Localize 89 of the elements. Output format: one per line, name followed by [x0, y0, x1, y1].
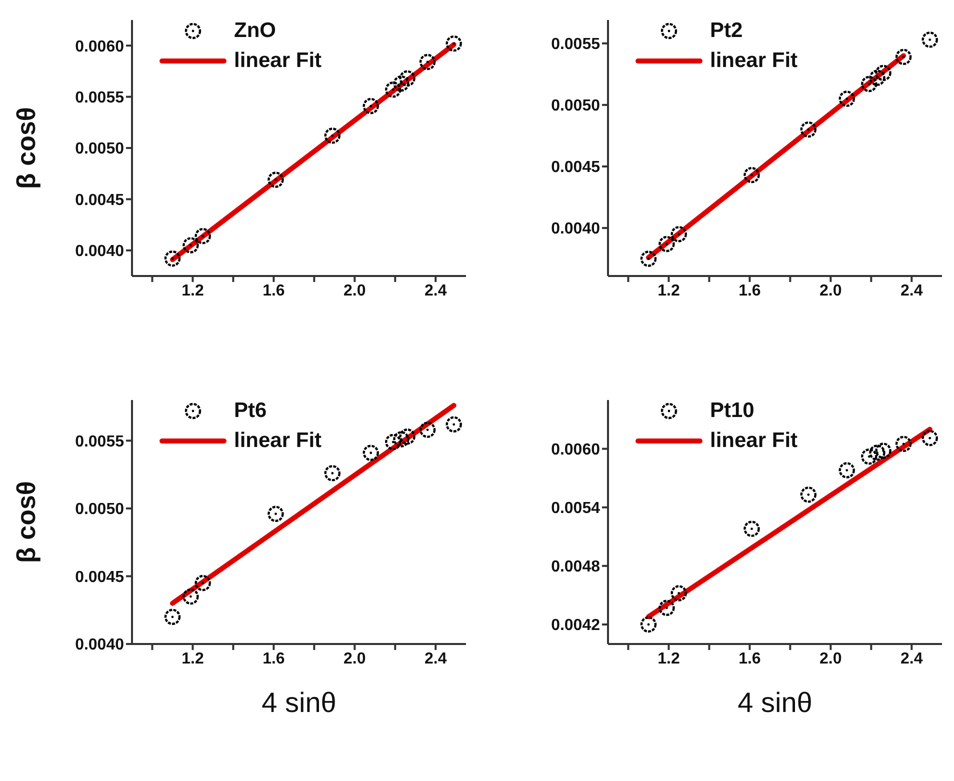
point — [800, 121, 816, 138]
point — [419, 422, 436, 438]
y-tick-label: 0.0060 — [551, 441, 600, 458]
legend-label: linear Fit — [234, 429, 322, 453]
x-axis-title: 4 sinθ — [262, 687, 336, 718]
point — [922, 32, 938, 48]
point — [875, 442, 892, 459]
legend-label: ZnO — [234, 19, 276, 43]
legend-label: Pt10 — [710, 399, 754, 423]
point — [446, 35, 462, 52]
x-tick-label: 1.2 — [182, 282, 204, 300]
x-tick-label: 2.4 — [900, 650, 923, 668]
point — [399, 70, 416, 86]
point — [324, 465, 340, 482]
y-axis-title: β cosθ — [11, 107, 42, 189]
point — [670, 585, 687, 602]
x-tick-label: 1.2 — [658, 650, 680, 668]
point — [182, 237, 199, 254]
legend-label: linear Fit — [234, 49, 322, 73]
x-tick-label: 1.2 — [658, 282, 680, 300]
x-tick-label: 1.6 — [738, 650, 761, 668]
point — [869, 70, 886, 86]
point — [399, 428, 416, 445]
x-axis-title: 4 sinθ — [738, 687, 812, 718]
point — [744, 166, 760, 184]
y-tick-label: 0.0040 — [75, 636, 124, 654]
point — [922, 430, 938, 446]
point — [800, 486, 816, 503]
point — [324, 128, 340, 144]
point — [182, 588, 199, 605]
y-tick-label: 0.0060 — [75, 38, 124, 56]
point — [446, 416, 462, 432]
y-tick-label: 0.0040 — [551, 220, 600, 238]
point — [268, 172, 284, 188]
y-tick-label: 0.0048 — [551, 558, 600, 576]
y-tick-label: 0.0054 — [551, 500, 600, 518]
x-tick-label: 1.2 — [182, 650, 204, 668]
point — [393, 431, 410, 448]
point — [861, 76, 878, 92]
y-axis-title: β cosθ — [11, 481, 42, 563]
y-tick-label: 0.0055 — [551, 36, 600, 54]
point — [670, 226, 687, 242]
point — [744, 520, 760, 537]
legend-label: linear Fit — [710, 429, 798, 453]
point — [164, 250, 181, 267]
point — [393, 75, 410, 92]
legend-label: Pt2 — [710, 19, 743, 43]
point — [640, 250, 657, 267]
y-tick-label: 0.0050 — [551, 98, 600, 115]
x-tick-label: 2.0 — [344, 282, 366, 300]
point — [861, 448, 878, 465]
y-tick-label: 0.0050 — [75, 140, 124, 158]
point — [362, 98, 379, 114]
point — [362, 444, 379, 461]
point — [194, 574, 211, 592]
point — [385, 82, 402, 98]
point — [869, 444, 886, 461]
y-tick-label: 0.0055 — [75, 89, 124, 106]
point — [385, 434, 402, 450]
point — [838, 90, 855, 107]
x-tick-label: 1.6 — [262, 650, 285, 668]
point — [194, 228, 211, 244]
x-tick-label: 2.4 — [424, 650, 447, 668]
y-tick-label: 0.0045 — [75, 192, 124, 209]
y-tick-label: 0.0045 — [551, 159, 600, 176]
legend-label: Pt6 — [234, 399, 267, 423]
point — [268, 506, 284, 522]
x-tick-label: 2.0 — [820, 650, 842, 668]
legend-label: linear Fit — [710, 49, 798, 73]
point — [875, 64, 892, 82]
x-tick-label: 1.6 — [738, 282, 761, 300]
point — [838, 462, 855, 478]
point — [658, 600, 675, 616]
y-tick-label: 0.0040 — [75, 243, 124, 260]
x-tick-label: 1.6 — [262, 282, 285, 300]
x-tick-label: 2.0 — [344, 650, 366, 668]
point — [164, 608, 181, 625]
point — [658, 236, 675, 252]
y-tick-label: 0.0050 — [75, 501, 124, 518]
x-tick-label: 2.4 — [900, 282, 923, 300]
x-tick-label: 2.4 — [424, 282, 447, 300]
point — [895, 48, 912, 66]
point — [895, 436, 912, 452]
point — [640, 616, 657, 633]
y-tick-label: 0.0045 — [75, 568, 124, 586]
x-tick-label: 2.0 — [820, 282, 842, 300]
y-tick-label: 0.0055 — [75, 433, 124, 450]
y-tick-label: 0.0042 — [551, 617, 600, 634]
point — [419, 54, 436, 70]
